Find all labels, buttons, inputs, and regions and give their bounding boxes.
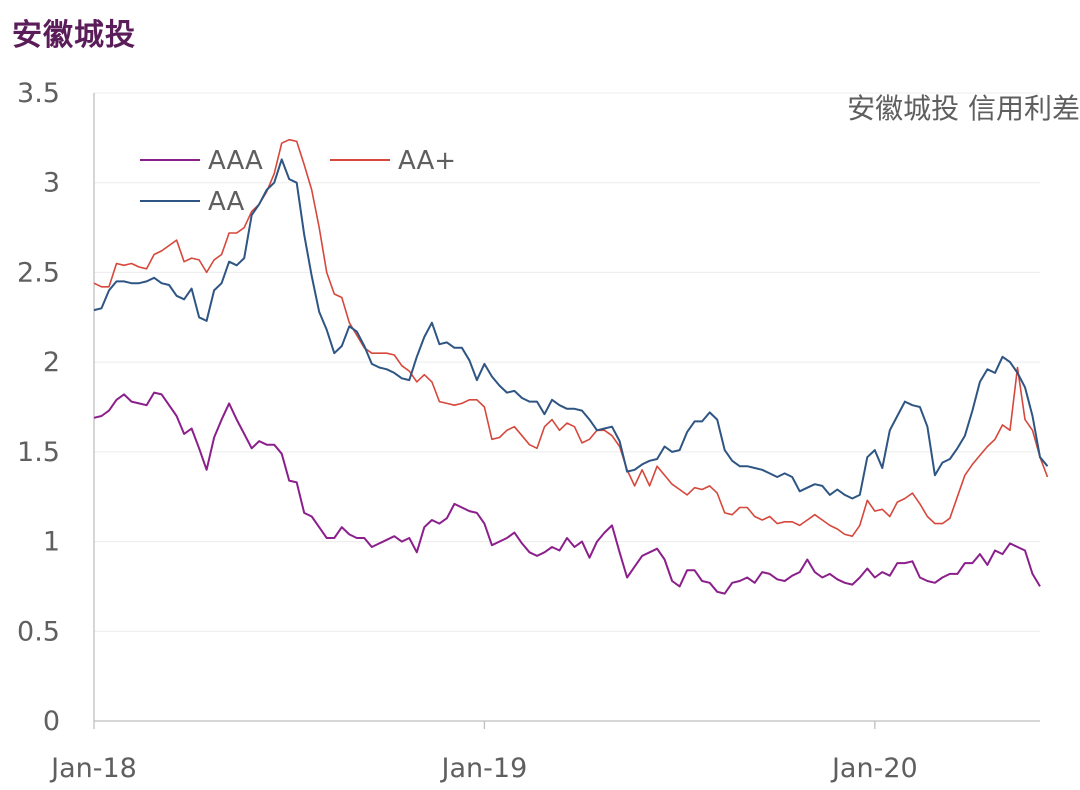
legend: AAA AA+ AA <box>140 146 456 217</box>
x-tick-labels: Jan-18 Jan-19 Jan-20 <box>49 753 918 784</box>
x-tick-label: Jan-20 <box>830 753 918 784</box>
y-tick-labels: 0 0.5 1 1.5 2 2.5 3 3.5 <box>17 78 60 737</box>
y-tick-label: 3 <box>43 168 60 199</box>
y-tick-label: 2.5 <box>17 257 60 288</box>
legend-label: AA+ <box>398 146 456 176</box>
legend-label: AA <box>208 187 245 217</box>
x-tick-label: Jan-19 <box>440 753 528 784</box>
y-tick-label: 1.5 <box>17 437 60 468</box>
series-line-aa <box>93 158 1049 500</box>
axes <box>93 93 1040 729</box>
series-line-aa-plus <box>93 138 1049 538</box>
series-lines <box>93 138 1049 595</box>
page-title: 安徽城投 <box>12 18 136 53</box>
x-tick-label: Jan-18 <box>49 753 137 784</box>
y-tick-label: 2 <box>43 347 60 378</box>
y-tick-label: 0 <box>43 706 60 737</box>
y-tick-label: 1 <box>43 527 60 558</box>
legend-label: AAA <box>208 146 263 176</box>
y-tick-label: 0.5 <box>17 616 60 647</box>
chart-title: 安徽城投 信用利差 <box>847 92 1080 125</box>
y-tick-label: 3.5 <box>17 78 60 109</box>
series-line-aaa <box>93 391 1041 595</box>
gridlines <box>94 92 1040 632</box>
